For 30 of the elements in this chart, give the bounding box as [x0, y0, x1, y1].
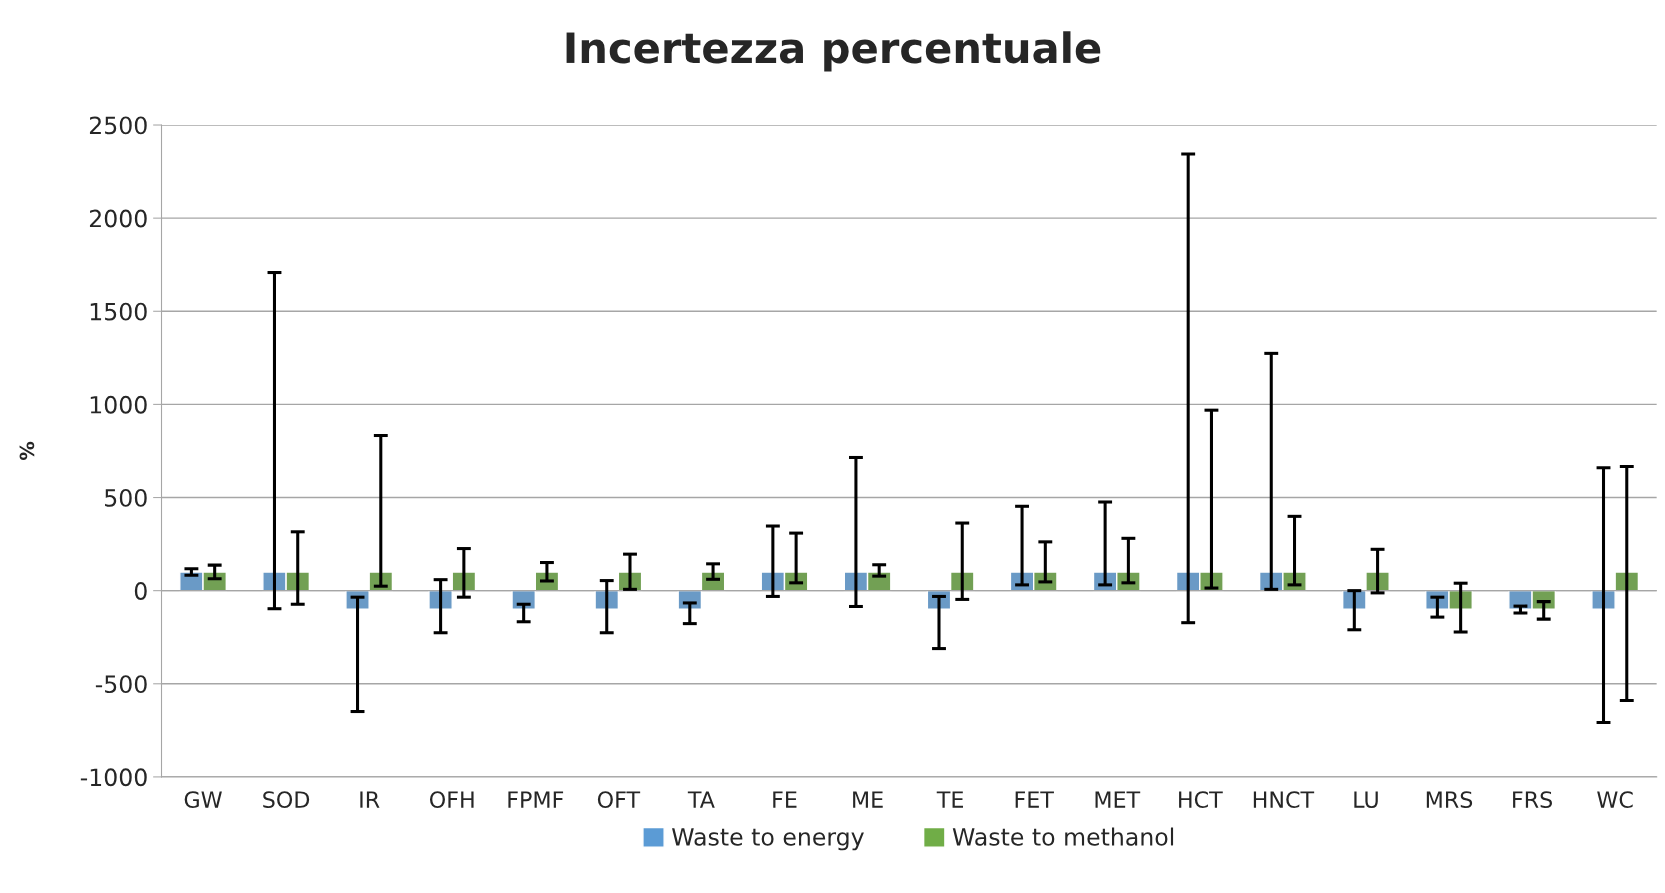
x-tick-label: LU	[1354, 791, 1378, 808]
legend-label: Waste to energy	[672, 828, 864, 851]
x-tick-label: WC	[1597, 791, 1633, 808]
x-tick-label: FRS	[1513, 791, 1552, 808]
x-tick-label: TA	[687, 791, 715, 808]
x-tick-label: FE	[773, 791, 797, 808]
x-tick-label: FET	[1015, 791, 1054, 808]
y-tick-label: -1000	[80, 768, 147, 787]
x-tick-label: MET	[1095, 791, 1141, 808]
y-tick-label: 500	[105, 488, 147, 507]
y-tick-label: 2000	[89, 209, 147, 228]
y-axis-title: %	[19, 441, 35, 461]
y-tick-label: 2500	[89, 116, 147, 135]
y-tick-label: 0	[134, 582, 147, 600]
x-tick-label: HNCT	[1253, 791, 1315, 808]
x-tick-label: MRS	[1426, 791, 1473, 808]
legend-label: Waste to methanol	[952, 827, 1174, 846]
x-tick-label: OFH	[429, 791, 474, 808]
y-tick-label: 1500	[90, 302, 147, 321]
y-tick-label: 1000	[90, 395, 147, 414]
x-tick-label: TE	[936, 791, 964, 808]
x-tick-label: SOD	[263, 791, 310, 808]
x-tick-label: FPMF	[508, 791, 564, 808]
x-tick-label: IR	[360, 791, 380, 808]
y-tick-label: -500	[95, 675, 147, 694]
chart-title: Incertezza percentuale	[566, 31, 1101, 72]
x-tick-label: HCT	[1179, 791, 1223, 808]
x-tick-label: OFT	[597, 791, 641, 808]
x-tick-label: ME	[853, 791, 883, 808]
x-tick-label: GW	[184, 791, 222, 808]
